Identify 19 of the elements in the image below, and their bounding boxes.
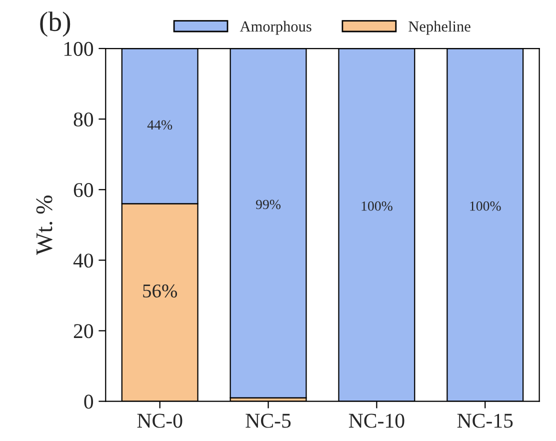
y-axis-title: Wt. % [36, 196, 52, 256]
data-label: 100% [362, 201, 392, 211]
data-label: 44% [147, 120, 172, 130]
y-tick-label: 40 [73, 254, 94, 268]
y-tick-label: 80 [74, 112, 94, 127]
x-tick-label: NC-0 [137, 414, 182, 428]
data-label: 99% [256, 200, 281, 210]
y-tick-label: 100 [64, 42, 94, 56]
data-label: 56% [143, 284, 178, 298]
legend-label: Nepheline [408, 20, 470, 35]
y-tick-label: 60 [74, 183, 94, 198]
data-label: 100% [470, 201, 501, 211]
x-tick-label: NC-10 [348, 414, 404, 428]
x-tick-label: NC-15 [457, 414, 513, 428]
legend-label: Amorphous [240, 20, 312, 35]
chart-title: (b) [40, 12, 70, 37]
y-tick-label: 20 [74, 324, 94, 338]
x-tick-label: NC-5 [246, 414, 291, 428]
y-tick-label: 0 [84, 394, 94, 409]
